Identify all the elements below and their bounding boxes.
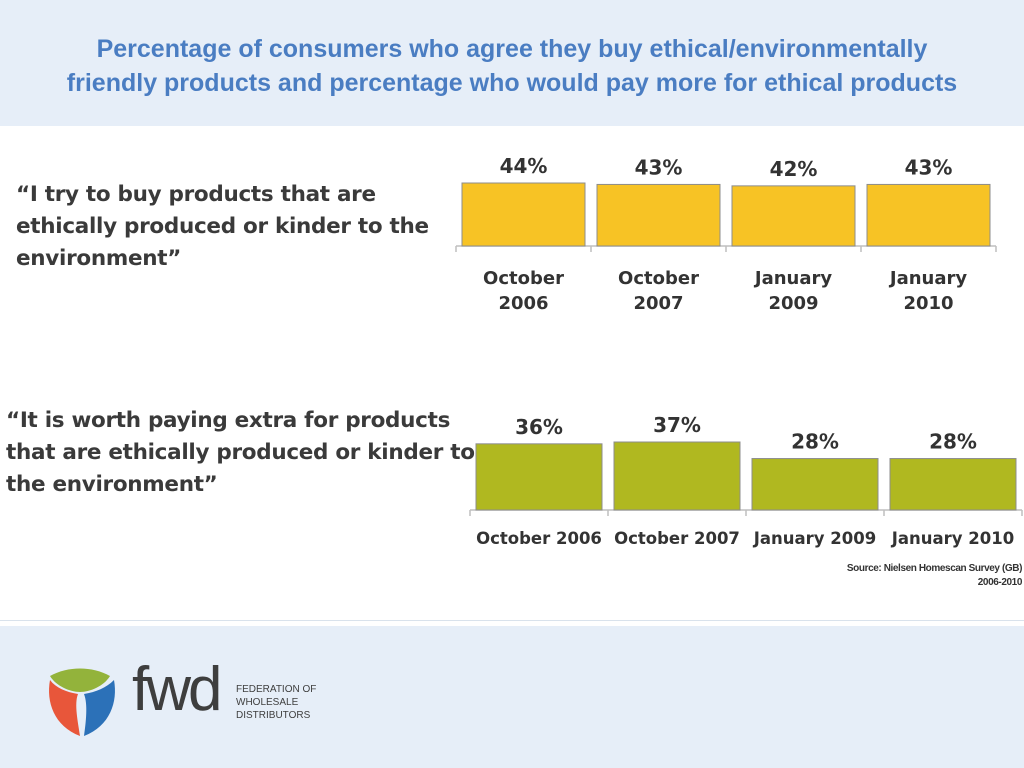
source-line-1: Source: Nielsen Homescan Survey (GB) [846, 563, 1023, 574]
bar-1 [461, 182, 586, 247]
page-title: Percentage of consumers who agree they b… [0, 32, 1024, 100]
bar-3 [731, 185, 856, 247]
bar-2 [613, 441, 741, 511]
category-label-4: January [888, 268, 967, 289]
divider [0, 620, 1024, 621]
data-label-1: 44% [500, 154, 548, 178]
bar-4 [866, 183, 991, 247]
header-band [0, 0, 1024, 126]
bar-4 [889, 458, 1017, 511]
data-label-4: 28% [929, 430, 977, 454]
logo-sub-line-3: DISTRIBUTORS [236, 710, 311, 721]
data-label-2: 43% [635, 155, 683, 179]
logo-sub-line-2: WHOLESALE [236, 697, 299, 708]
category-label-1: October 2006 [476, 529, 602, 548]
data-label-1: 36% [515, 415, 563, 439]
category-label-3: 2009 [768, 293, 818, 314]
fwd-wordmark: fwd [132, 655, 223, 724]
title-line-1: Percentage of consumers who agree they b… [96, 35, 928, 63]
statement-pay-extra: “It is worth paying extra for products t… [6, 408, 475, 497]
data-label-4: 43% [905, 155, 953, 179]
data-label-3: 42% [770, 157, 818, 181]
fwd-logo-icon [49, 668, 115, 736]
category-label-3: January 2009 [753, 529, 876, 548]
data-label-2: 37% [653, 413, 701, 437]
title-line-2: friendly products and percentage who wou… [66, 69, 958, 97]
chart-buy-ethical: 44% October 2006 43% October 2007 42% January 20… [455, 154, 997, 314]
category-label-4: 2010 [903, 293, 953, 314]
statement-buy-ethical: “I try to buy products that are ethicall… [16, 182, 429, 271]
data-label-3: 28% [791, 430, 839, 454]
source-line-2: 2006-2010 [977, 577, 1023, 588]
logo-sub-line-1: FEDERATION OF [236, 684, 317, 695]
logo-subtitle: FEDERATION OF WHOLESALE DISTRIBUTORS [236, 683, 316, 722]
category-label-1: 2006 [498, 293, 548, 314]
category-label-4: January 2010 [891, 529, 1014, 548]
category-label-2: October [618, 268, 699, 289]
category-label-2: 2007 [633, 293, 683, 314]
category-label-2: October 2007 [614, 529, 740, 548]
bar-3 [751, 458, 879, 511]
category-label-1: October [483, 268, 564, 289]
bar-1 [475, 443, 603, 511]
source-note: Source: Nielsen Homescan Survey (GB) 200… [722, 562, 1023, 590]
bar-2 [596, 183, 721, 247]
category-label-3: January [753, 268, 832, 289]
chart-pay-extra: 36% October 2006 37% October 2007 28% January… [469, 413, 1023, 548]
footer-band [0, 626, 1024, 768]
